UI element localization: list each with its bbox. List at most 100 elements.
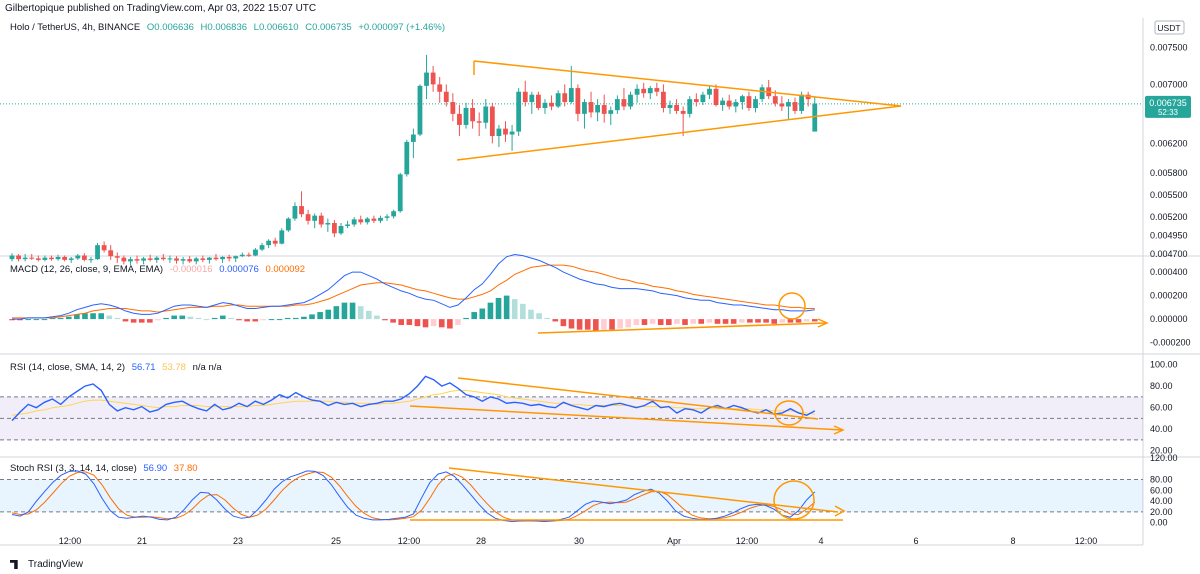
candle-body	[114, 256, 120, 258]
candle-body	[799, 94, 804, 111]
symbol-label[interactable]: Holo / TetherUS, 4h, BINANCE	[10, 22, 141, 33]
price-tick-label: 0.007500	[1150, 43, 1188, 53]
candle-body	[22, 257, 28, 260]
candle-body	[121, 257, 127, 262]
macd-pane	[9, 253, 818, 331]
macd-hist-bar	[260, 319, 267, 321]
macd-hist-bar	[730, 319, 737, 324]
candle-body	[588, 102, 594, 113]
trendline-drawings[interactable]	[409, 60, 902, 521]
triangle-upper-line	[473, 60, 902, 107]
open-value: O0.006636	[146, 22, 194, 33]
stoch-k-line	[11, 470, 816, 523]
stoch-upper-trendline	[448, 467, 839, 513]
macd-hist-bar	[374, 315, 380, 320]
rsi-label[interactable]: RSI (14, close, SMA, 14, 2)	[10, 362, 126, 373]
candle-body	[700, 94, 706, 103]
rsi-extra-value: n/a n/a	[192, 362, 222, 373]
rsi-line	[11, 375, 816, 422]
macd-hist-bar	[625, 319, 632, 328]
macd-tick-label: 0.000200	[1150, 291, 1188, 301]
candle-body	[634, 88, 640, 95]
macd-hist-bar	[698, 319, 705, 324]
macd-hist-bar	[617, 319, 623, 329]
macd-arrow-line	[537, 322, 827, 334]
candle-body	[220, 256, 225, 260]
rsi-highlight-circle	[774, 400, 804, 426]
candle-body	[160, 257, 166, 260]
candle-body	[246, 254, 252, 256]
candle-body	[154, 257, 160, 260]
candle-body	[200, 258, 206, 260]
candle-body	[503, 128, 508, 135]
candle-body	[292, 206, 298, 219]
macd-line	[12, 253, 815, 320]
macd-hist-bar	[309, 314, 315, 320]
candle-body	[272, 240, 278, 244]
stoch-d-value: 37.80	[173, 463, 198, 474]
macd-hist-value: -0.000016	[169, 264, 213, 275]
candle-body	[509, 131, 515, 135]
macd-hist-bar	[114, 317, 121, 320]
axis-ticks: 0.004700 0.004950 0.005200 0.005500 0.005800…	[59, 43, 1191, 547]
price-tick-label: 0.006200	[1150, 138, 1188, 148]
macd-hist-bar	[430, 319, 437, 327]
macd-hist-bar	[49, 317, 56, 320]
macd-hist-bar	[211, 317, 218, 320]
candle-body	[549, 102, 554, 107]
macd-hist-bar	[284, 317, 291, 320]
macd-hist-bar	[244, 319, 250, 322]
macd-label[interactable]: MACD (12, 26, close, 9, EMA, EMA)	[10, 264, 164, 275]
candle-body	[397, 174, 403, 212]
macd-hist-bar	[803, 319, 810, 322]
macd-hist-bar	[317, 312, 323, 320]
candle-body	[207, 257, 212, 260]
macd-hist-bar	[657, 319, 664, 325]
macd-hist-bar	[195, 317, 202, 320]
candle-body	[424, 72, 429, 86]
rsi-arrow-head	[833, 425, 845, 435]
time-tick-label: 6	[913, 536, 918, 546]
macd-signal-line	[12, 264, 815, 319]
candle-body	[542, 102, 548, 108]
tradingview-logo-icon	[10, 560, 18, 569]
macd-hist-bar	[682, 319, 688, 325]
candle-body	[489, 106, 495, 136]
candle-body	[726, 100, 732, 107]
macd-tick-label: -0.000200	[1150, 338, 1191, 348]
candle-body	[226, 256, 232, 259]
stoch-k-value: 56.90	[143, 463, 168, 474]
candle-body	[496, 128, 502, 136]
macd-hist-bar	[236, 319, 242, 321]
candle-body	[88, 259, 94, 261]
stoch-label[interactable]: Stoch RSI (3, 3, 14, 14, close)	[10, 463, 137, 474]
macd-hist-bar	[511, 299, 518, 320]
stoch-arrow-head	[834, 505, 846, 517]
macd-hist-bar	[228, 317, 234, 320]
stoch-tick-label: 20.00	[1150, 507, 1173, 517]
macd-arrow-head	[817, 318, 829, 328]
price-tick-label: 0.007000	[1150, 79, 1188, 89]
macd-highlight-circle	[778, 292, 806, 320]
macd-hist-bar	[544, 317, 550, 320]
candle-body	[141, 258, 146, 261]
time-tick-label: 12:00	[59, 536, 82, 546]
macd-hist-bar	[787, 319, 794, 323]
currency-badge-box	[1154, 20, 1185, 35]
candle-body	[410, 134, 416, 142]
candle-body	[457, 113, 462, 125]
candle-body	[746, 96, 752, 108]
candle-body	[674, 105, 679, 111]
macd-hist-bar	[811, 319, 818, 322]
macd-hist-bar	[293, 317, 299, 320]
candle-body	[595, 105, 601, 113]
footer-brand: TradingView	[10, 559, 83, 570]
candle-body	[95, 245, 100, 260]
macd-hist-bar	[576, 319, 583, 330]
macd-hist-bar	[520, 303, 526, 320]
time-tick-label: 25	[331, 536, 341, 546]
price-tick-label: 0.004950	[1150, 231, 1188, 241]
stoch-pane	[0, 470, 1143, 523]
candle-body	[707, 88, 712, 95]
